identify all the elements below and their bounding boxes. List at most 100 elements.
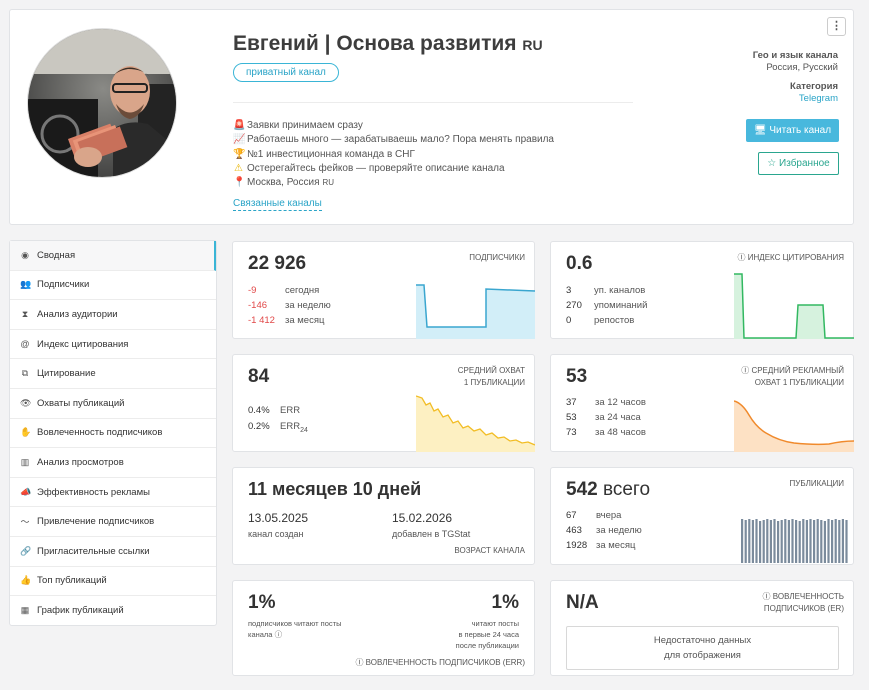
posts-bar — [784, 519, 787, 563]
stat-value: 270 — [566, 300, 582, 311]
more-menu-button[interactable]: ⋮ — [827, 17, 846, 36]
read-channel-button[interactable]: 🖥 Читать канал — [746, 119, 839, 142]
sidebar-item-audience[interactable]: ⧗ Анализ аудитории — [10, 300, 216, 330]
er-card: N/A ⓘ вовлеченность подписчиков (ER) Недо… — [550, 580, 854, 676]
stat-row: 0.2% ERR24 — [248, 419, 308, 439]
err-left-value: 1% — [248, 592, 276, 613]
posts-bar — [802, 519, 805, 563]
stat-value: 0 — [566, 315, 572, 326]
posts-bar — [777, 521, 780, 563]
avg-ad-reach-card[interactable]: 53 ⓘ средний рекламный охват 1 публикации… — [550, 354, 854, 452]
siren-icon: 🚨 — [233, 120, 246, 131]
stat-label: за неделю — [596, 525, 642, 536]
sidebar-item-invite-links[interactable]: 🔗 Пригласительные ссылки — [10, 537, 216, 567]
stat-row: 0 репостов — [566, 313, 647, 328]
hourglass-icon: ⧗ — [21, 308, 29, 319]
avg-reach-card[interactable]: 84 средний охват 1 публикации 0.4% ERR 0.2… — [232, 354, 535, 452]
posts-bar — [791, 519, 794, 563]
sidebar-item-label: Пригласительные ссылки — [37, 545, 150, 557]
posts-bar — [766, 519, 769, 563]
stat-row: 1928 за месяц — [566, 538, 642, 553]
sidebar-item-reach[interactable]: 👁 Охваты публикаций — [10, 389, 216, 419]
pin-icon: 📍 — [233, 177, 246, 189]
desc-line: 🏆 №1 инвестиционная команда в СНГ — [233, 148, 554, 162]
stat-label: за 24 часа — [595, 412, 641, 423]
ru-flag-label: RU — [322, 178, 335, 188]
category-link[interactable]: Telegram — [798, 93, 838, 104]
favorite-button[interactable]: ☆ Избранное — [758, 152, 839, 175]
subscribers-card[interactable]: 22 926 подписчики -9 сегодня -146 за недел… — [232, 241, 535, 339]
sidebar-item-ads[interactable]: 📣 Эффективность рекламы — [10, 478, 216, 508]
geo-info: Гео и язык канала Россия, Русский — [753, 50, 838, 74]
sidebar-item-label: Подписчики — [37, 279, 90, 291]
category-label: Категория — [790, 81, 838, 92]
sidebar-item-top-posts[interactable]: 👍 Топ публикаций — [10, 567, 216, 597]
sidebar-item-label: Индекс цитирования — [37, 338, 129, 350]
channel-type-badge: приватный канал — [233, 63, 339, 82]
avg-ad-reach-label-2: охват 1 публикации — [754, 378, 844, 387]
stat-label: вчера — [596, 510, 622, 521]
posts-bar — [780, 520, 783, 563]
err-right-value: 1% — [491, 592, 519, 613]
citation-stats: 3 уп. каналов 270 упоминаний 0 репостов — [566, 283, 647, 328]
sidebar-item-citation[interactable]: ⧉ Цитирование — [10, 359, 216, 389]
citation-index-card[interactable]: 0.6 ⓘ индекс цитирования 3 уп. каналов 27… — [550, 241, 854, 339]
err24-label-text: ERR — [280, 421, 301, 432]
linked-channels-link[interactable]: Связанные каналы — [233, 198, 322, 211]
sidebar-item-label: Сводная — [37, 249, 76, 261]
read-channel-label: Читать канал — [769, 125, 832, 136]
sidebar-item-schedule[interactable]: ▦ График публикаций — [10, 596, 216, 626]
stat-value: 3 — [566, 285, 572, 296]
engagement-icon: ✋ — [20, 427, 32, 438]
err-right-text: читают посты в первые 24 часа после публ… — [456, 618, 519, 651]
err24-label: ERR24 — [280, 419, 308, 439]
avg-reach-sparkline — [416, 395, 535, 452]
stat-label: уп. каналов — [594, 285, 646, 296]
stat-row: 270 упоминаний — [566, 298, 647, 313]
posts-bar-chart — [741, 519, 848, 563]
created-label: канал создан — [248, 529, 304, 539]
sidebar-item-acquisition[interactable]: 〜 Привлечение подписчиков — [10, 507, 216, 537]
geo-value: Россия, Русский — [766, 62, 838, 73]
sidebar-item-engagement[interactable]: ✋ Вовлеченность подписчиков — [10, 419, 216, 449]
err-right-text-1: читают посты — [471, 619, 519, 628]
citation-index-label: индекс цитирования — [747, 253, 844, 262]
channel-age-card: 11 месяцев 10 дней 13.05.2025 канал созд… — [232, 467, 535, 565]
change-value: -146 — [248, 300, 268, 311]
stat-row: -1 412 за месяц — [248, 313, 331, 328]
posts-suffix: всего — [602, 479, 651, 500]
posts-total: 542 всего — [566, 479, 650, 501]
sidebar-item-summary[interactable]: ◉ Сводная — [10, 241, 216, 271]
change-label: сегодня — [285, 285, 320, 296]
stat-value: 463 — [566, 525, 582, 536]
posts-bar — [823, 521, 826, 563]
err-label: ERR — [280, 405, 301, 416]
avg-ad-reach-sparkline — [734, 400, 854, 452]
posts-bar — [769, 520, 772, 563]
posts-bar — [787, 520, 790, 563]
posts-bar — [805, 520, 808, 563]
posts-bar — [773, 519, 776, 563]
sidebar-item-label: Охваты публикаций — [37, 397, 125, 409]
posts-card[interactable]: 542 всего публикации 67 вчера 463 за недел… — [550, 467, 854, 565]
megaphone-icon: 📣 — [20, 486, 32, 497]
subscribers-value: 22 926 — [248, 253, 307, 274]
avg-reach-label-1: средний охват — [457, 366, 525, 375]
posts-bar — [841, 519, 844, 563]
err24-sub: 24 — [300, 426, 308, 434]
posts-bar — [838, 520, 841, 563]
sidebar-item-subscribers[interactable]: 👥 Подписчики — [10, 271, 216, 301]
added-block: 15.02.2026 добавлен в TGStat — [392, 511, 470, 539]
sidebar-item-citation-index[interactable]: @ Индекс цитирования — [10, 330, 216, 360]
desc-text: Работаешь много — зарабатываешь мало? По… — [247, 134, 554, 146]
added-date: 15.02.2026 — [392, 511, 453, 525]
desc-text: Заявки принимаем сразу — [247, 120, 363, 131]
stat-value: 1928 — [566, 540, 588, 551]
stat-label: за месяц — [596, 540, 636, 551]
no-data-text-1: Недостаточно данных — [653, 635, 752, 646]
posts-bar — [809, 519, 812, 563]
stat-label: за 48 часов — [595, 427, 646, 438]
stat-row: 67 вчера — [566, 508, 642, 523]
change-label: за месяц — [285, 315, 325, 326]
sidebar-item-views[interactable]: ▥ Анализ просмотров — [10, 448, 216, 478]
